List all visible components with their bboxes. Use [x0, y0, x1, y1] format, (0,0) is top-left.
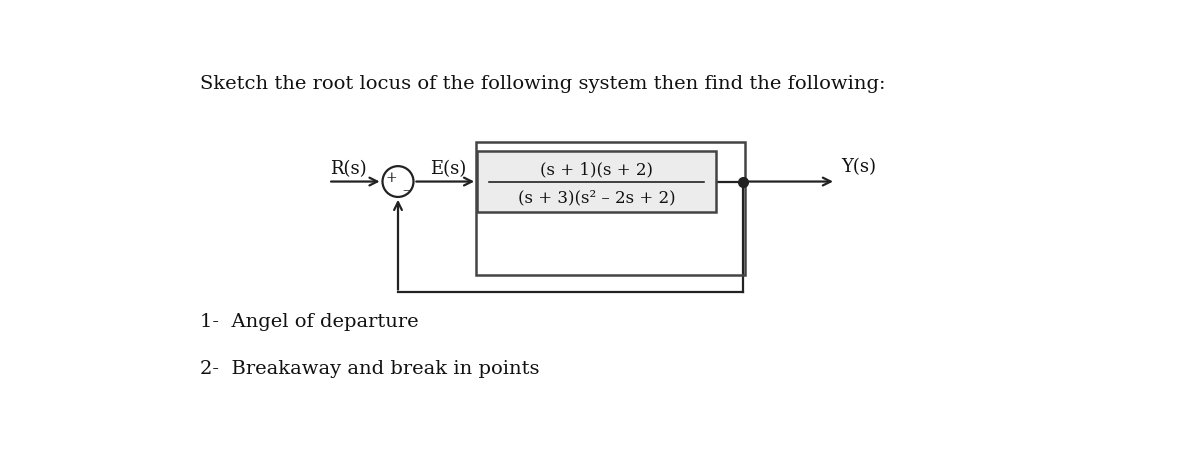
Text: –: – — [402, 183, 409, 197]
Text: E(s): E(s) — [431, 159, 467, 177]
Bar — [478, 152, 715, 213]
Text: 2-  Breakaway and break in points: 2- Breakaway and break in points — [200, 359, 540, 377]
Text: +: + — [386, 171, 397, 185]
Text: R(s): R(s) — [330, 159, 366, 177]
Text: Sketch the root locus of the following system then find the following:: Sketch the root locus of the following s… — [200, 75, 886, 92]
Text: (s + 1)(s + 2): (s + 1)(s + 2) — [540, 161, 653, 177]
Text: Y(s): Y(s) — [841, 158, 876, 176]
Text: (s + 3)(s² – 2s + 2): (s + 3)(s² – 2s + 2) — [517, 189, 676, 206]
Text: 1-  Angel of departure: 1- Angel of departure — [200, 313, 419, 331]
Bar — [476, 142, 745, 276]
